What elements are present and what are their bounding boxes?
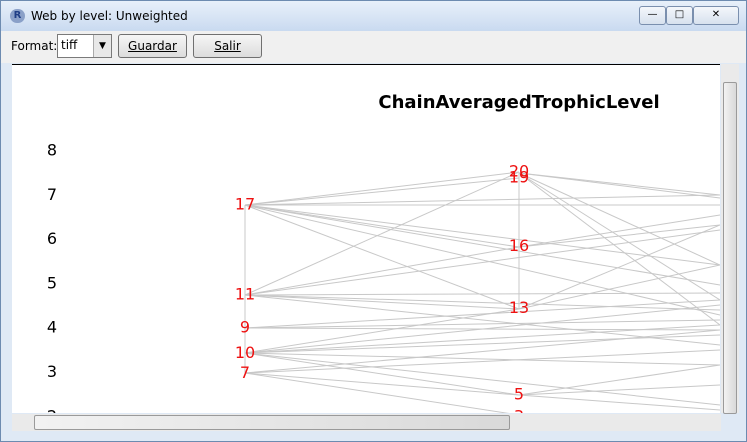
- app-icon: R: [10, 9, 25, 23]
- y-tick-label: 7: [47, 185, 57, 204]
- node-label: 17: [235, 195, 255, 214]
- vertical-thumb[interactable]: [723, 82, 737, 414]
- node-label: 11: [235, 284, 255, 303]
- node-label: 10: [235, 343, 255, 362]
- y-tick-label: 5: [47, 273, 57, 292]
- node-label: 20: [509, 161, 529, 180]
- node-label: 19: [509, 168, 529, 187]
- node-label: 3: [514, 406, 524, 413]
- format-select[interactable]: tiff ▼: [57, 34, 112, 58]
- format-value: tiff: [61, 38, 78, 52]
- horizontal-scrollbar[interactable]: [12, 414, 721, 431]
- title-bar: R Web by level: Unweighted — □ ✕: [1, 1, 746, 31]
- vertical-scrollbar[interactable]: [721, 64, 739, 414]
- minimize-button[interactable]: —: [639, 6, 666, 25]
- node-label: 13: [509, 298, 529, 317]
- y-tick-label: 4: [47, 318, 57, 337]
- node-label: 5: [514, 385, 524, 404]
- maximize-button[interactable]: □: [666, 6, 693, 25]
- save-button[interactable]: Guardar: [118, 34, 187, 58]
- y-tick-label: 8: [47, 141, 57, 160]
- close-button[interactable]: ✕: [693, 6, 739, 25]
- y-tick-label: 2: [47, 406, 57, 413]
- plot-area: ChainAveragedTrophicLevel 8 7 6 5 4 3 2 17 11 9 10…: [12, 64, 720, 413]
- edges: [244, 171, 720, 413]
- toolbar: Format: tiff ▼ Guardar Salir: [1, 31, 746, 63]
- node-label: 7: [240, 363, 250, 382]
- window-title: Web by level: Unweighted: [31, 9, 188, 23]
- node-label: 16: [509, 236, 529, 255]
- horizontal-thumb[interactable]: [34, 415, 510, 430]
- web-plot: ChainAveragedTrophicLevel 8 7 6 5 4 3 2 17 11 9 10…: [47, 92, 720, 413]
- plot-title: ChainAveragedTrophicLevel: [378, 92, 659, 113]
- dropdown-arrow[interactable]: ▼: [93, 35, 111, 57]
- y-tick-label: 3: [47, 362, 57, 381]
- node-label: 9: [240, 318, 250, 337]
- y-tick-label: 6: [47, 229, 57, 248]
- exit-button[interactable]: Salir: [193, 34, 262, 58]
- format-label: Format:: [11, 39, 58, 53]
